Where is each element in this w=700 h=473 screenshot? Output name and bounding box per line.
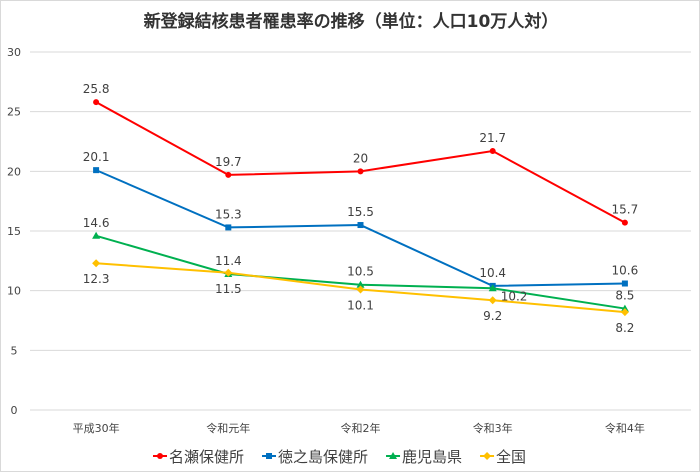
marker-circle [357, 168, 364, 175]
data-label: 10.5 [347, 265, 374, 279]
legend-label: 徳之島保健所 [278, 448, 368, 466]
data-label: 8.2 [615, 321, 634, 335]
marker-circle [225, 171, 232, 178]
data-label: 19.7 [215, 155, 242, 169]
data-label: 21.7 [479, 131, 506, 145]
marker-square [225, 224, 232, 231]
data-label: 15.5 [347, 205, 374, 219]
marker-square [621, 280, 628, 287]
legend-label: 名瀬保健所 [169, 448, 244, 466]
data-label: 11.5 [215, 282, 242, 296]
marker-triangle [92, 231, 101, 239]
marker-diamond [92, 259, 101, 268]
data-label: 10.1 [347, 298, 374, 312]
marker-triangle [488, 284, 497, 292]
y-tick-label: 20 [7, 165, 21, 178]
data-label: 10.6 [612, 264, 639, 278]
marker-triangle [356, 280, 365, 288]
marker-triangle [620, 304, 629, 312]
y-tick-label: 15 [7, 225, 21, 238]
marker-diamond [224, 268, 233, 277]
marker-diamond [488, 296, 497, 305]
y-tick-label: 30 [7, 46, 21, 59]
x-tick-label: 平成30年 [73, 421, 120, 435]
marker-square [266, 453, 273, 459]
marker-square [93, 167, 100, 174]
legend-label: 鹿児島県 [402, 448, 462, 466]
data-label: 9.2 [483, 309, 502, 323]
x-tick-label: 令和4年 [605, 421, 645, 435]
data-label: 15.7 [612, 203, 639, 217]
y-tick-label: 0 [11, 404, 18, 417]
data-label: 20.1 [83, 150, 110, 164]
marker-circle [157, 453, 163, 459]
marker-diamond [356, 285, 365, 294]
legend-label: 全国 [496, 448, 526, 466]
data-label: 12.3 [83, 272, 110, 286]
data-label: 10.4 [479, 266, 506, 280]
marker-triangle [389, 452, 398, 459]
y-tick-label: 5 [11, 344, 18, 357]
marker-circle [489, 148, 496, 155]
x-tick-label: 令和2年 [341, 421, 381, 435]
marker-diamond [620, 308, 629, 317]
x-tick-label: 令和元年 [206, 421, 250, 435]
chart-title: 新登録結核患者罹患率の推移（単位：人口10万人対） [144, 11, 559, 32]
marker-circle [93, 99, 100, 106]
data-label: 10.2 [501, 289, 528, 303]
marker-diamond [483, 452, 492, 460]
data-label: 14.6 [83, 216, 110, 230]
y-tick-label: 25 [7, 106, 21, 119]
data-label: 20 [353, 151, 368, 165]
data-label: 25.8 [83, 82, 110, 96]
marker-circle [621, 219, 628, 226]
marker-square [357, 222, 364, 229]
data-label: 8.5 [615, 289, 634, 303]
y-tick-label: 10 [7, 285, 21, 298]
data-label: 11.4 [215, 254, 242, 268]
data-label: 15.3 [215, 207, 242, 221]
x-tick-label: 令和3年 [473, 421, 513, 435]
